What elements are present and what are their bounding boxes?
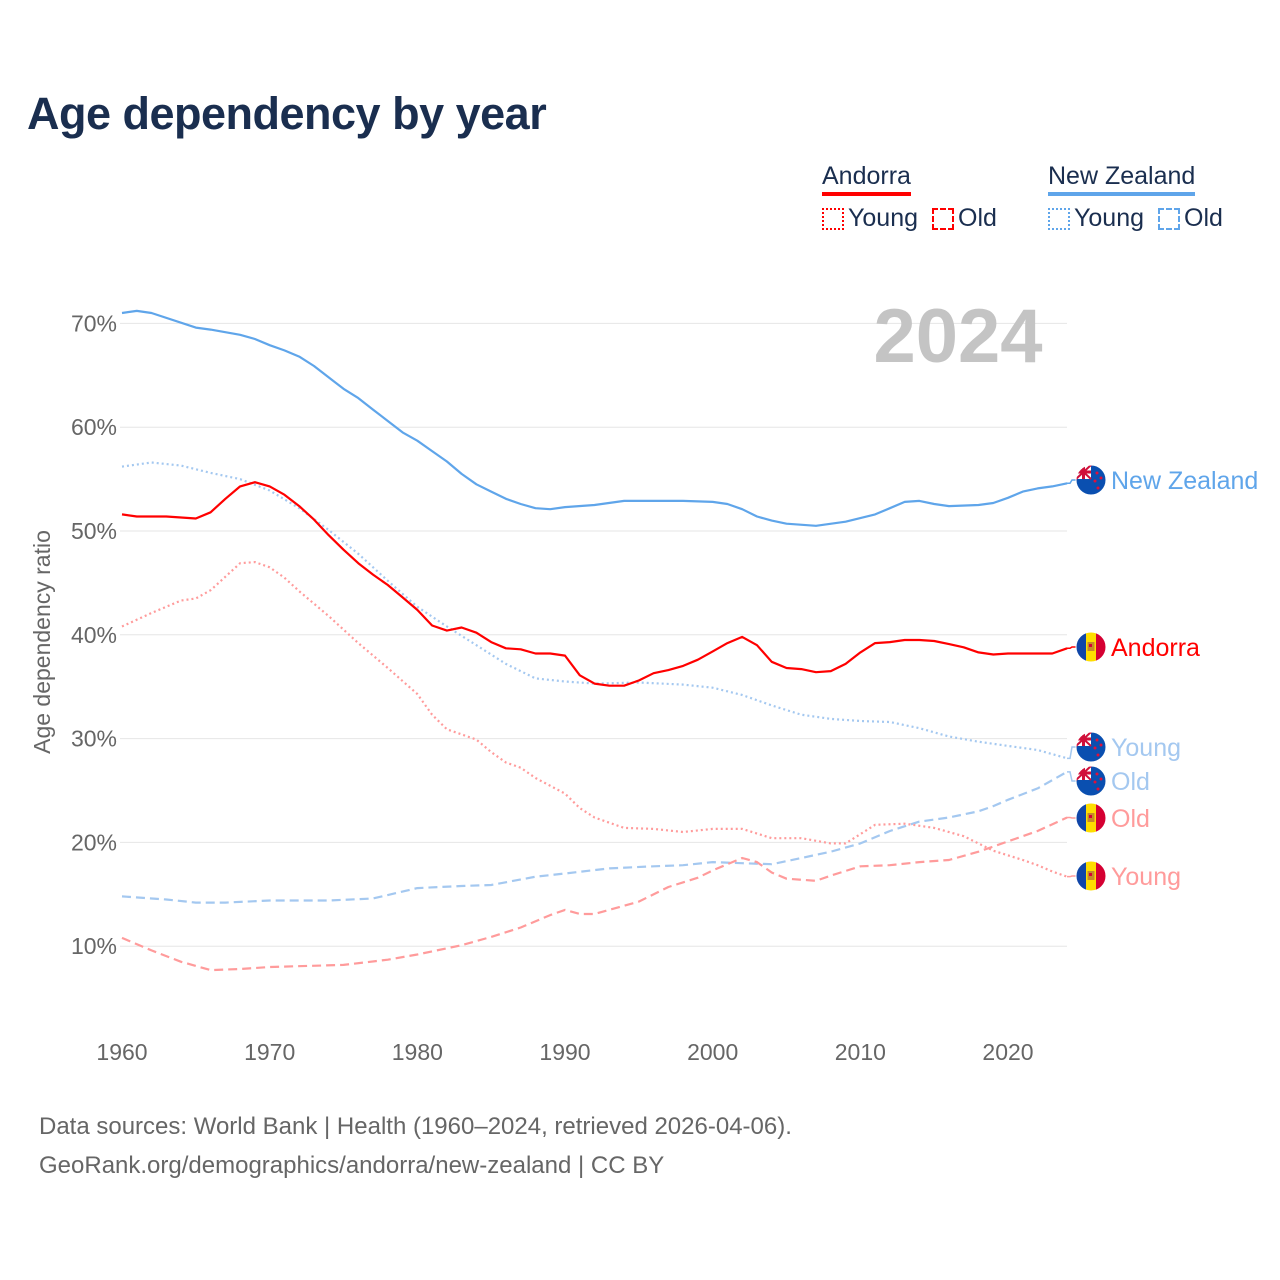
data-source-text: Data sources: World Bank | Health (1960–… xyxy=(39,1113,792,1140)
footer: Data sources: World Bank | Health (1960–… xyxy=(39,1107,792,1185)
dashed-swatch-icon xyxy=(1158,207,1180,230)
series-line-andorra-old xyxy=(121,816,1068,972)
end-label-andorra: Andorra xyxy=(1067,631,1200,663)
legend-item-nz-young: Young xyxy=(1048,204,1144,233)
new-zealand-flag-icon xyxy=(1075,464,1107,496)
new-zealand-flag-icon xyxy=(1075,765,1107,797)
dotted-swatch-icon xyxy=(822,207,844,230)
end-label-text: Young xyxy=(1111,863,1181,891)
y-tick-label: 20% xyxy=(71,829,117,855)
end-label-text: Young xyxy=(1111,734,1181,762)
legend-item-nz-old: Old xyxy=(1158,204,1223,233)
dashed-swatch-icon xyxy=(932,207,954,230)
end-label-text: Andorra xyxy=(1111,634,1200,662)
y-axis-label: Age dependency ratio xyxy=(29,530,55,754)
legend-item-andorra-old: Old xyxy=(932,204,997,233)
legend-label: Old xyxy=(958,204,997,232)
legend-new-zealand: New Zealand Young Old xyxy=(1048,162,1223,233)
andorra-flag-icon xyxy=(1075,802,1107,834)
legend-item-andorra-young: Young xyxy=(822,204,918,233)
end-label-new-zealand-young: Young xyxy=(1067,731,1181,763)
end-label-andorra-old: Old xyxy=(1067,802,1150,834)
end-label-text: Old xyxy=(1111,768,1150,796)
legend-country-new-zealand: New Zealand xyxy=(1048,162,1196,196)
attribution-link[interactable]: GeoRank.org/demographics/andorra/new-zea… xyxy=(39,1152,665,1179)
end-label-new-zealand: New Zealand xyxy=(1067,464,1258,496)
y-tick-label: 50% xyxy=(71,518,117,544)
dotted-swatch-icon xyxy=(1048,207,1070,230)
legend-andorra: Andorra Young Old xyxy=(822,162,997,233)
end-label-new-zealand-old: Old xyxy=(1067,765,1150,797)
x-tick-label: 1990 xyxy=(539,1039,590,1065)
chart-title: Age dependency by year xyxy=(27,88,547,139)
series-line-andorra-young xyxy=(121,561,1068,878)
x-tick-label: 1960 xyxy=(96,1039,147,1065)
legend-label: Young xyxy=(1074,204,1144,232)
y-tick-label: 60% xyxy=(71,414,117,440)
legend-label: Young xyxy=(848,204,918,232)
x-tick-label: 2000 xyxy=(687,1039,738,1065)
end-label-andorra-young: Young xyxy=(1067,860,1181,892)
y-tick-label: 30% xyxy=(71,726,117,752)
end-label-text: Old xyxy=(1111,805,1150,833)
end-label-text: New Zealand xyxy=(1111,467,1258,495)
x-tick-label: 1970 xyxy=(244,1039,295,1065)
series-line-andorra xyxy=(121,481,1068,687)
andorra-flag-icon xyxy=(1075,860,1107,892)
y-tick-label: 40% xyxy=(71,622,117,648)
y-tick-label: 10% xyxy=(71,933,117,959)
andorra-flag-icon xyxy=(1075,631,1107,663)
x-tick-label: 1980 xyxy=(392,1039,443,1065)
legend-country-andorra: Andorra xyxy=(822,162,911,196)
legend-label: Old xyxy=(1184,204,1223,232)
new-zealand-flag-icon xyxy=(1075,731,1107,763)
x-tick-label: 2010 xyxy=(835,1039,886,1065)
series-line-new-zealand xyxy=(121,309,1068,527)
y-tick-label: 70% xyxy=(71,310,117,336)
series-line-new-zealand-old xyxy=(121,770,1068,904)
year-watermark: 2024 xyxy=(873,294,1042,379)
series-line-new-zealand-young xyxy=(121,461,1068,760)
x-tick-label: 2020 xyxy=(982,1039,1033,1065)
